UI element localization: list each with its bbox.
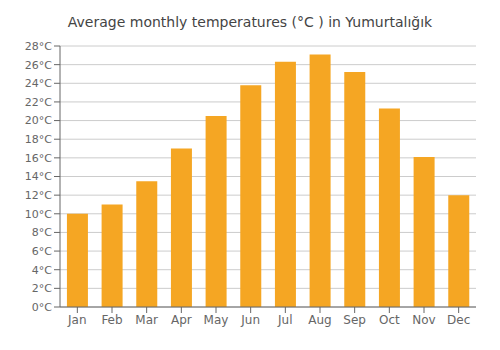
svg-text:14°C: 14°C <box>25 170 52 183</box>
svg-text:24°C: 24°C <box>25 77 52 90</box>
svg-text:0°C: 0°C <box>32 301 52 314</box>
svg-text:Jan: Jan <box>67 313 87 327</box>
svg-text:Jun: Jun <box>240 313 260 327</box>
svg-text:Apr: Apr <box>171 313 192 327</box>
svg-text:Oct: Oct <box>379 313 400 327</box>
svg-text:8°C: 8°C <box>32 226 52 239</box>
svg-text:Dec: Dec <box>447 313 470 327</box>
svg-text:Aug: Aug <box>308 313 331 327</box>
svg-text:10°C: 10°C <box>25 208 52 221</box>
svg-text:18°C: 18°C <box>25 133 52 146</box>
svg-text:Feb: Feb <box>101 313 122 327</box>
svg-text:26°C: 26°C <box>25 59 52 72</box>
svg-text:12°C: 12°C <box>25 189 52 202</box>
svg-text:6°C: 6°C <box>32 245 52 258</box>
svg-text:Nov: Nov <box>412 313 435 327</box>
svg-text:Mar: Mar <box>135 313 158 327</box>
html-text:Average monthly temperatures (: Average monthly temperatures (°C ) in Yu… <box>67 14 433 30</box>
svg-text:16°C: 16°C <box>25 152 52 165</box>
svg-text:4°C: 4°C <box>32 264 52 277</box>
svg-text:20°C: 20°C <box>25 114 52 127</box>
svg-text:28°C: 28°C <box>25 40 52 53</box>
svg-text:2°C: 2°C <box>32 282 52 295</box>
svg-text:22°C: 22°C <box>25 96 52 109</box>
svg-text:Jul: Jul <box>277 313 292 327</box>
svg-text:May: May <box>204 313 229 327</box>
svg-text:Sep: Sep <box>343 313 366 327</box>
